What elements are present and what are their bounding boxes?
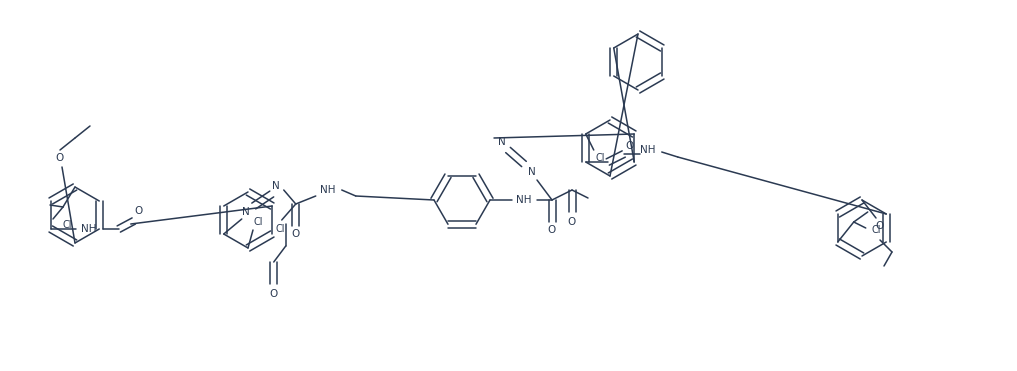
Text: O: O [625, 141, 634, 151]
Text: Cl: Cl [275, 224, 285, 234]
Text: O: O [134, 206, 142, 216]
Text: O: O [567, 217, 576, 227]
Text: Cl: Cl [253, 217, 262, 227]
Text: O: O [548, 225, 556, 235]
Text: NH: NH [320, 185, 336, 195]
Text: Cl: Cl [62, 220, 72, 230]
Text: O: O [292, 229, 300, 239]
Text: N: N [272, 181, 280, 191]
Text: Cl: Cl [871, 225, 881, 235]
Text: O: O [270, 289, 278, 299]
Text: NH: NH [640, 145, 656, 155]
Text: O: O [56, 153, 64, 163]
Text: N: N [498, 137, 505, 147]
Text: N: N [528, 167, 536, 177]
Text: O: O [876, 221, 884, 231]
Text: NH: NH [517, 195, 532, 205]
Text: NH: NH [81, 224, 97, 234]
Text: Cl: Cl [595, 153, 604, 163]
Text: N: N [242, 207, 249, 217]
